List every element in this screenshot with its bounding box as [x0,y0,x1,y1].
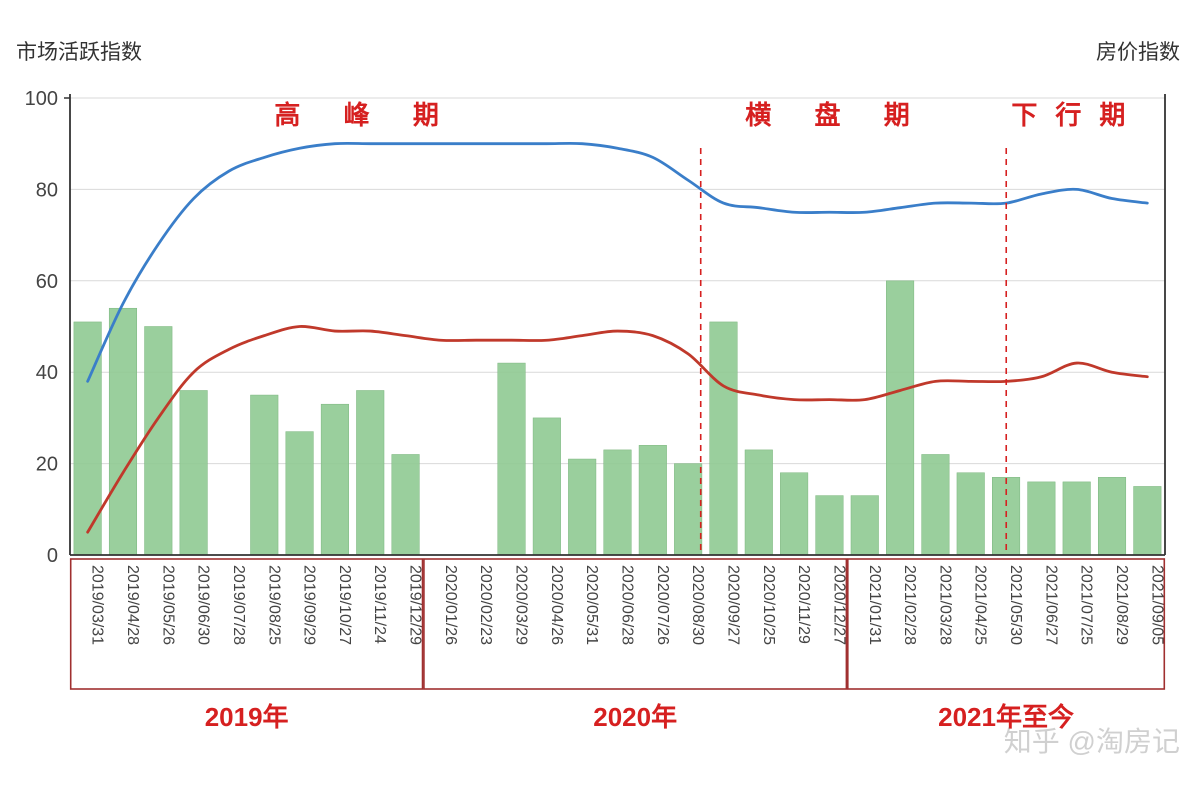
year-label: 2020年 [555,697,715,734]
y-tick-label: 40 [36,362,58,384]
bar [851,496,879,555]
x-tick-label: 2021/04/25 [972,565,989,645]
bar [568,459,596,555]
x-tick-label: 2019/07/28 [230,565,247,645]
phase-label: 横 盘 期 [745,100,927,130]
x-tick-label: 2020/04/26 [548,565,565,645]
bar [356,390,384,555]
x-tick-label: 2021/07/25 [1078,565,1095,645]
bar [604,450,632,555]
bar [1028,482,1056,555]
x-tick-label: 2021/05/30 [1007,565,1024,645]
bar [1134,486,1162,555]
x-tick-label: 2019/03/31 [89,565,106,645]
x-tick-label: 2021/03/28 [936,565,953,645]
bar [498,363,526,555]
x-tick-label: 2019/08/25 [265,565,282,645]
x-tick-label: 2020/08/30 [689,565,706,645]
x-tick-label: 2021/09/05 [1148,565,1165,645]
x-tick-label: 2020/06/28 [619,565,636,645]
x-tick-label: 2020/02/23 [477,565,494,645]
x-tick-label: 2019/12/29 [407,565,424,645]
x-tick-label: 2020/07/26 [654,565,671,645]
bar [1098,477,1126,555]
x-tick-label: 2020/11/29 [795,565,812,644]
x-tick-label: 2021/02/28 [901,565,918,645]
year-label: 2021年至今 [926,697,1086,734]
x-tick-label: 2021/08/29 [1113,565,1130,645]
left-axis-title: 市场活跃指数 [16,36,142,66]
x-tick-label: 2020/05/31 [583,565,600,645]
phase-label: 下行期 [1011,100,1143,130]
x-tick-label: 2019/10/27 [336,565,353,645]
y-tick-label: 0 [47,545,58,567]
bar [109,308,137,555]
phase-label: 高 峰 期 [274,100,456,130]
x-tick-label: 2019/09/29 [301,565,318,645]
bar [780,473,808,555]
x-tick-label: 2021/01/31 [866,565,883,645]
x-tick-label: 2020/10/25 [760,565,777,645]
bar [145,327,173,556]
bar [674,464,702,555]
x-tick-label: 2019/11/24 [371,565,388,644]
x-tick-label: 2019/05/26 [159,565,176,645]
year-label: 2019年 [167,697,327,734]
bar [745,450,773,555]
y-tick-label: 100 [25,88,58,110]
x-tick-label: 2019/06/30 [195,565,212,645]
bar [392,454,420,555]
bar [286,432,314,555]
bar [639,445,667,555]
bar [922,454,950,555]
x-tick-label: 2020/12/27 [830,565,847,645]
x-tick-label: 2021/06/27 [1042,565,1059,645]
bar [816,496,844,555]
bar [1063,482,1091,555]
bar [957,473,985,555]
right-axis-title: 房价指数 [1096,36,1180,66]
line-blue [88,143,1148,381]
x-tick-label: 2019/04/28 [124,565,141,645]
y-tick-label: 60 [36,271,58,293]
x-tick-label: 2020/09/27 [724,565,741,645]
bar [180,390,208,555]
chart-container: 市场活跃指数 房价指数 0 20 40 60 80 100 高 峰 期 横 盘 期 下行期 201… [0,0,1200,790]
bar [321,404,349,555]
bar [710,322,738,555]
bar [886,281,914,555]
y-tick-label: 20 [36,454,58,476]
x-tick-label: 2020/03/29 [513,565,530,645]
bar [533,418,561,555]
chart-svg: 0 20 40 60 80 100 高 峰 期 横 盘 期 下行期 2019/03/31 2019/… [0,0,1200,790]
x-tick-label: 2020/01/26 [442,565,459,645]
bar [250,395,278,555]
y-tick-label: 80 [36,179,58,201]
